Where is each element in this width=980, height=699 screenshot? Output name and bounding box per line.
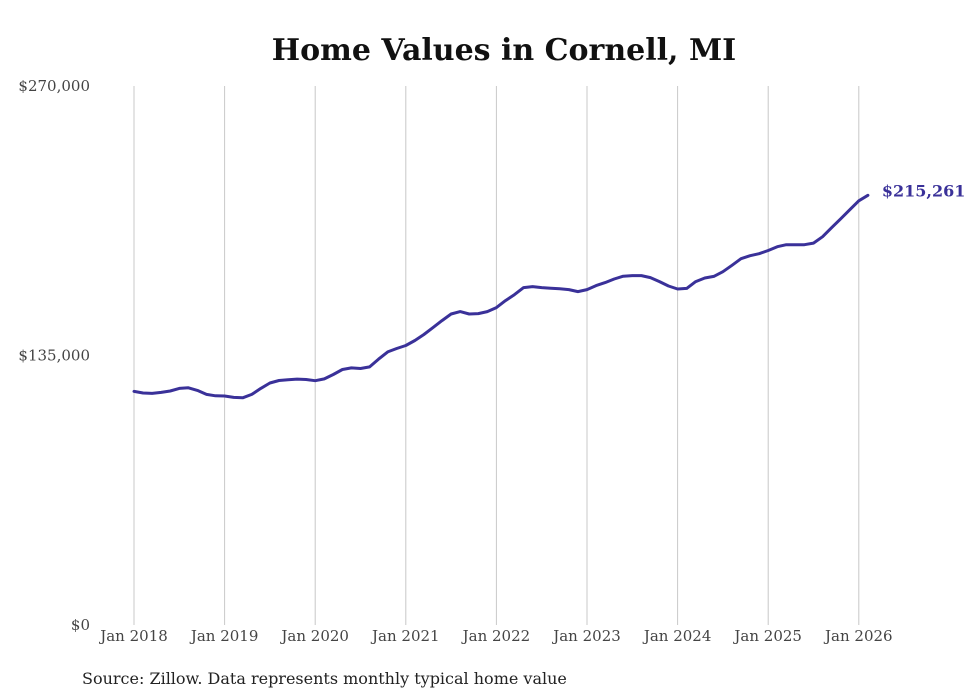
x-tick-label: Jan 2025 (732, 627, 802, 645)
y-tick-label: $270,000 (18, 77, 90, 95)
y-tick-label: $0 (71, 616, 90, 634)
x-tick-label: Jan 2023 (551, 627, 621, 645)
chart-title: Home Values in Cornell, MI (272, 33, 736, 68)
x-tick-label: Jan 2024 (642, 627, 712, 645)
x-axis-ticks: Jan 2018 Jan 2019 Jan 2020 Jan 2021 Jan 2022… (98, 627, 892, 645)
x-tick-label: Jan 2021 (370, 627, 440, 645)
x-tick-label: Jan 2022 (461, 627, 531, 645)
series-layer: $215,261 (132, 181, 966, 400)
series-end-label: $215,261 (882, 181, 966, 200)
source-note: Source: Zillow. Data represents monthly … (82, 669, 567, 688)
x-tick-label: Jan 2018 (98, 627, 168, 645)
series-line (132, 193, 870, 400)
y-tick-label: $135,000 (18, 347, 90, 365)
x-tick-label: Jan 2019 (189, 627, 259, 645)
x-tick-label: Jan 2020 (279, 627, 349, 645)
gridlines (133, 86, 860, 625)
y-axis-ticks: $0 $135,000 $270,000 (18, 77, 90, 634)
x-tick-label: Jan 2026 (823, 627, 893, 645)
